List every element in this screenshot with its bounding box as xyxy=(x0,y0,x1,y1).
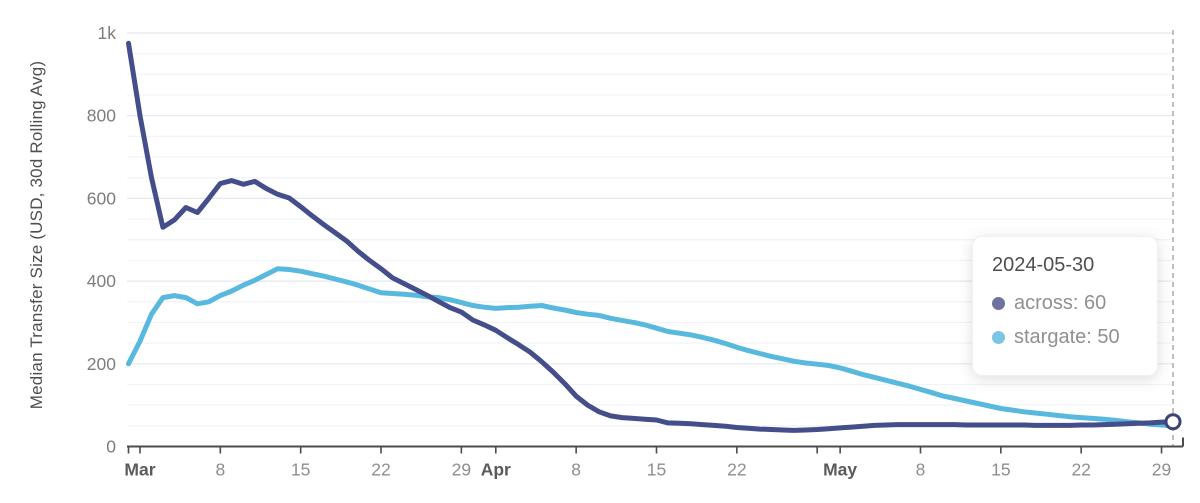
tooltip-across-value: across: 60 xyxy=(1014,291,1107,314)
x-tick-label: May xyxy=(823,460,857,480)
x-tick-label: 29 xyxy=(1152,460,1171,480)
tooltip-stargate-value: stargate: 50 xyxy=(1014,325,1120,348)
across-dot-icon xyxy=(992,296,1005,310)
gridlines xyxy=(127,32,1173,427)
x-tick-label: 8 xyxy=(571,460,581,480)
tooltip-row-stargate: stargate: 50 xyxy=(992,320,1157,354)
y-tick-label: 0 xyxy=(106,437,116,457)
end-marker xyxy=(1164,413,1182,431)
x-tick-label: 8 xyxy=(916,460,926,480)
y-tick-label: 200 xyxy=(87,354,116,374)
x-tick-label: 8 xyxy=(215,460,225,480)
x-tick-label: Mar xyxy=(124,460,155,480)
x-tick-label: 15 xyxy=(647,460,666,480)
y-tick-label: 600 xyxy=(87,188,116,208)
y-tick-label: 800 xyxy=(87,106,116,126)
y-tick-label: 1k xyxy=(98,23,117,43)
x-tick-label: 29 xyxy=(452,460,471,480)
across-line xyxy=(126,40,1176,433)
x-tick-label: 15 xyxy=(291,460,310,480)
x-axis: Mar 8 15 22 29 Apr 8 15 22 May 8 15 22 29 xyxy=(124,437,1184,480)
tooltip-row-across: across: 60 xyxy=(992,286,1157,320)
x-tick-label: Apr xyxy=(481,460,511,480)
y-tick-label: 400 xyxy=(87,271,116,291)
y-axis-labels: 0 200 400 600 800 1k xyxy=(87,23,116,457)
x-tick-label: 22 xyxy=(371,460,390,480)
stargate-dot-icon xyxy=(992,330,1005,344)
x-tick-label: 22 xyxy=(727,460,746,480)
stargate-line xyxy=(126,266,1176,429)
tooltip: 2024-05-30 across: 60 stargate: 50 xyxy=(972,236,1158,376)
tooltip-date: 2024-05-30 xyxy=(992,254,1095,276)
x-tick-label: 15 xyxy=(991,460,1010,480)
x-tick-label: 22 xyxy=(1071,460,1090,480)
